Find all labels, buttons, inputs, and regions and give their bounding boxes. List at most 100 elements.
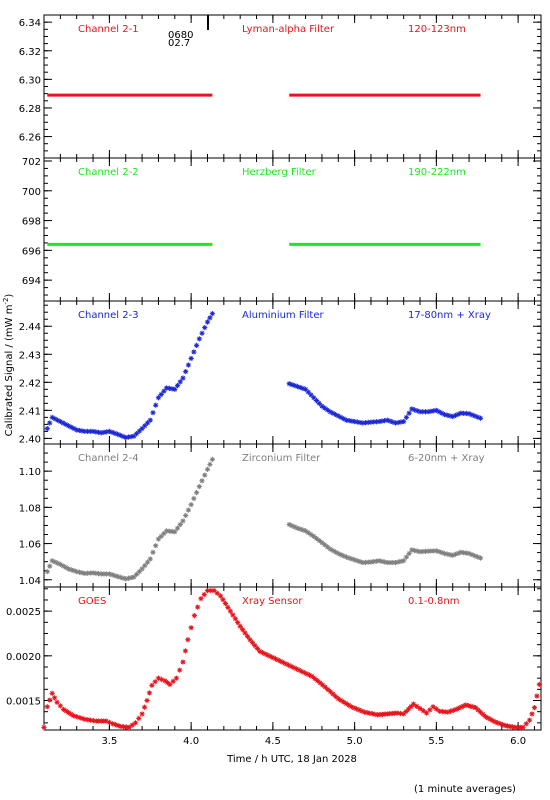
data-point bbox=[232, 616, 238, 622]
data-point bbox=[447, 708, 454, 714]
data-point bbox=[338, 414, 344, 420]
data-point bbox=[286, 381, 292, 387]
y-tick-label: 0.0025 bbox=[6, 607, 41, 618]
data-point bbox=[98, 430, 104, 436]
data-point bbox=[95, 571, 102, 577]
data-point bbox=[311, 395, 317, 401]
data-point bbox=[444, 551, 450, 557]
data-point bbox=[90, 718, 97, 724]
data-point bbox=[327, 546, 333, 552]
data-point bbox=[185, 362, 192, 368]
data-point bbox=[131, 574, 137, 580]
x-tick-label: 5.0 bbox=[347, 736, 363, 747]
data-point bbox=[270, 655, 276, 661]
panel-channel-label: Channel 2-2 bbox=[78, 167, 139, 178]
data-point bbox=[430, 704, 436, 710]
data-point bbox=[309, 673, 315, 679]
data-point bbox=[477, 709, 484, 715]
panel-frame bbox=[43, 157, 542, 302]
panel-filter-label: Lyman-alpha Filter bbox=[242, 24, 335, 35]
data-point bbox=[146, 690, 153, 696]
data-point bbox=[147, 556, 153, 562]
data-point bbox=[409, 406, 415, 412]
data-point bbox=[95, 429, 102, 435]
data-point bbox=[395, 419, 401, 426]
data-point bbox=[272, 656, 279, 662]
data-point bbox=[63, 421, 69, 427]
data-point bbox=[123, 434, 129, 441]
data-point bbox=[495, 720, 501, 726]
data-point bbox=[144, 420, 151, 426]
data-point bbox=[112, 573, 118, 579]
data-point bbox=[357, 419, 363, 426]
data-point bbox=[371, 419, 377, 425]
chart-panels: 6.26 6.28 6.30 6.32 6.34 Channel 2-1 Lyman-alp… bbox=[6, 14, 542, 747]
data-point bbox=[322, 684, 328, 690]
data-point bbox=[428, 408, 434, 414]
data-point bbox=[403, 708, 409, 715]
data-point bbox=[265, 652, 271, 658]
data-point bbox=[180, 659, 186, 665]
data-point bbox=[188, 625, 194, 631]
panel-filter-label: Zirconium Filter bbox=[242, 453, 321, 464]
data-point bbox=[142, 562, 148, 569]
data-point bbox=[177, 667, 183, 673]
data-point bbox=[120, 575, 126, 581]
data-point bbox=[531, 705, 538, 711]
data-point bbox=[141, 704, 148, 710]
data-point bbox=[292, 382, 298, 389]
data-point bbox=[324, 407, 330, 413]
data-point bbox=[158, 533, 164, 539]
data-point bbox=[394, 710, 400, 716]
panel-channel-label: Channel 2-1 bbox=[78, 24, 139, 35]
data-point bbox=[325, 686, 331, 693]
data-point bbox=[126, 724, 132, 730]
data-point bbox=[433, 548, 439, 554]
data-point bbox=[150, 549, 156, 555]
data-point bbox=[211, 587, 217, 594]
data-point bbox=[254, 645, 260, 652]
data-point bbox=[220, 597, 226, 603]
y-tick-label: 6.34 bbox=[19, 18, 41, 29]
data-point bbox=[153, 543, 159, 549]
data-point bbox=[436, 409, 442, 415]
data-point bbox=[461, 410, 467, 416]
data-point bbox=[52, 416, 58, 422]
data-point bbox=[362, 559, 369, 565]
data-point bbox=[455, 705, 462, 711]
data-point bbox=[103, 718, 109, 724]
data-point bbox=[472, 413, 478, 419]
y-tick-label: 700 bbox=[22, 187, 41, 198]
data-point bbox=[144, 559, 151, 565]
data-point bbox=[101, 571, 107, 577]
data-point bbox=[114, 573, 121, 580]
data-point bbox=[249, 640, 256, 646]
y-tick-label: 6.32 bbox=[19, 47, 41, 58]
data-point bbox=[390, 559, 396, 566]
data-point bbox=[365, 559, 371, 565]
data-point bbox=[338, 697, 344, 703]
data-point bbox=[93, 429, 99, 435]
data-point bbox=[73, 713, 79, 720]
data-point bbox=[134, 431, 140, 437]
data-point bbox=[185, 637, 191, 643]
data-point bbox=[353, 706, 360, 712]
data-point bbox=[134, 571, 140, 577]
data-point bbox=[283, 661, 289, 667]
y-tick-label: 0.0020 bbox=[6, 652, 41, 663]
data-point bbox=[455, 411, 461, 417]
data-point bbox=[395, 559, 401, 565]
data-point bbox=[411, 407, 418, 413]
data-point bbox=[296, 667, 302, 673]
data-point bbox=[172, 386, 178, 392]
data-point bbox=[316, 400, 322, 406]
data-point bbox=[183, 368, 189, 375]
data-point bbox=[306, 672, 313, 678]
data-point bbox=[82, 570, 88, 577]
data-point bbox=[112, 722, 118, 728]
data-point bbox=[406, 550, 412, 557]
data-point bbox=[55, 417, 61, 423]
y-tick-label: 696 bbox=[22, 246, 41, 257]
data-point bbox=[384, 417, 390, 423]
panel-band-label: 17-80nm + Xray bbox=[408, 310, 491, 321]
